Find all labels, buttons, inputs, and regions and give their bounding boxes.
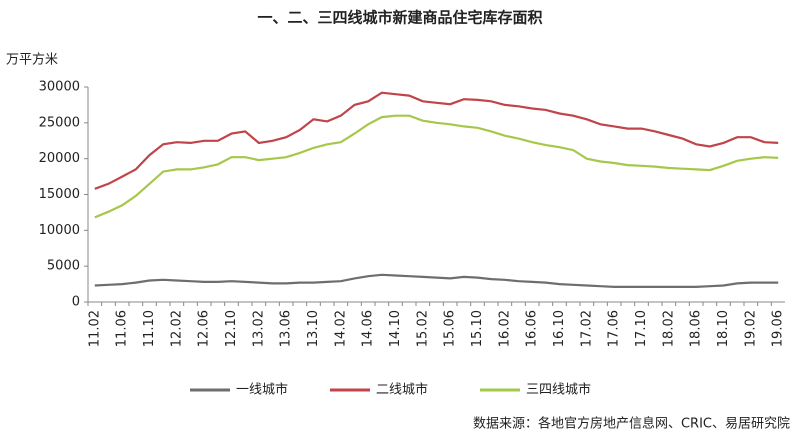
x-tick-label: 12.10 — [224, 310, 239, 347]
y-tick-label: 0 — [72, 295, 80, 310]
x-tick-label: 17.06 — [607, 310, 622, 347]
x-tick-label: 11.02 — [87, 310, 102, 347]
y-tick-label: 15000 — [39, 187, 80, 202]
x-tick-label: 11.06 — [115, 310, 130, 347]
legend-label: 三四线城市 — [526, 382, 591, 398]
legend-label: 一线城市 — [236, 382, 288, 398]
x-tick-label: 17.10 — [634, 310, 649, 347]
legend-label: 二线城市 — [376, 382, 428, 398]
x-tick-label: 18.06 — [689, 310, 704, 347]
series-line — [94, 91, 779, 190]
x-tick-label: 12.02 — [169, 310, 184, 347]
x-tick-label: 14.02 — [333, 310, 348, 347]
x-tick-label: 11.10 — [142, 310, 157, 347]
x-tick-label: 15.10 — [470, 310, 485, 347]
x-tick-label: 13.10 — [306, 310, 321, 347]
x-tick-label: 15.06 — [443, 310, 458, 347]
x-tick-label: 14.10 — [388, 310, 403, 347]
x-tick-label: 13.02 — [251, 310, 266, 347]
x-tick-label: 16.02 — [497, 310, 512, 347]
x-tick-label: 13.06 — [279, 310, 294, 347]
y-tick-label: 10000 — [39, 223, 80, 238]
x-tick-label: 19.02 — [743, 310, 758, 347]
source-note: 数据来源：各地官方房地产信息网、CRIC、易居研究院 — [473, 416, 790, 432]
series-line — [94, 114, 779, 219]
x-tick-label: 18.10 — [716, 310, 731, 347]
y-axis-label: 万平方米 — [6, 52, 58, 68]
chart-title: 一、二、三四线城市新建商品住宅库存面积 — [257, 9, 542, 27]
x-tick-label: 16.06 — [525, 310, 540, 347]
x-tick-label: 18.02 — [661, 310, 676, 347]
x-tick-label: 12.06 — [197, 310, 212, 347]
y-tick-label: 25000 — [39, 115, 80, 130]
y-tick-label: 5000 — [47, 259, 80, 274]
series-line — [94, 273, 779, 288]
x-tick-label: 19.06 — [771, 310, 786, 347]
x-tick-label: 14.06 — [361, 310, 376, 347]
x-tick-label: 17.02 — [579, 310, 594, 347]
y-tick-label: 30000 — [39, 80, 80, 95]
x-tick-label: 15.02 — [415, 310, 430, 347]
x-tick-label: 16.10 — [552, 310, 567, 347]
y-tick-label: 20000 — [39, 151, 80, 166]
